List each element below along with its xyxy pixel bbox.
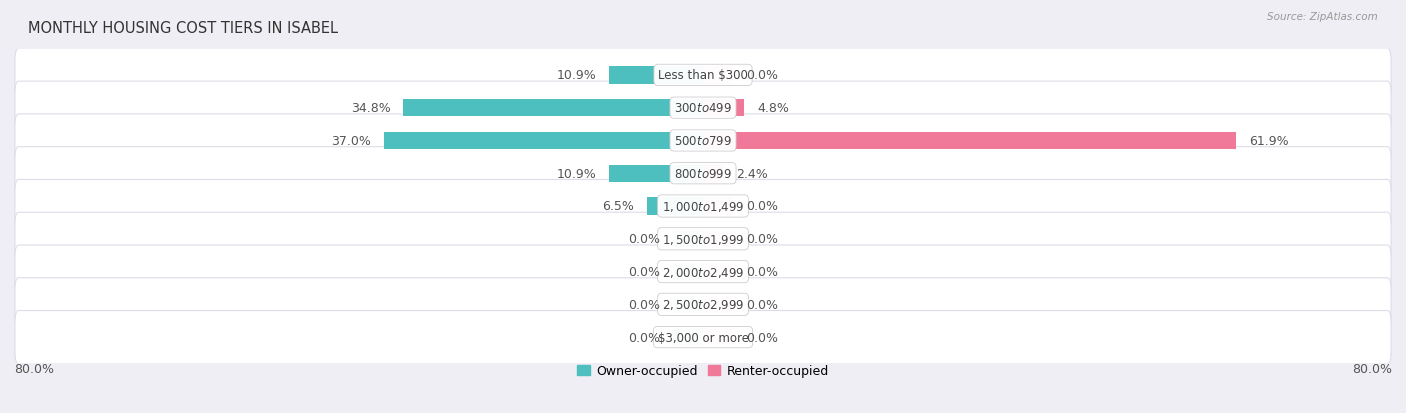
Bar [703, 230, 733, 248]
Bar [703, 263, 733, 280]
FancyBboxPatch shape [15, 245, 1391, 298]
Text: 6.5%: 6.5% [602, 200, 634, 213]
Text: 10.9%: 10.9% [557, 69, 596, 82]
FancyBboxPatch shape [15, 213, 1391, 266]
Text: 0.0%: 0.0% [628, 266, 659, 278]
Text: 0.0%: 0.0% [747, 233, 778, 246]
Bar [703, 165, 724, 183]
Text: 80.0%: 80.0% [14, 362, 53, 375]
Bar [673, 263, 703, 280]
Text: 0.0%: 0.0% [747, 200, 778, 213]
Bar [673, 230, 703, 248]
Bar [703, 100, 744, 117]
Bar [384, 133, 703, 150]
Text: 2.4%: 2.4% [737, 167, 768, 180]
Text: 0.0%: 0.0% [747, 69, 778, 82]
Text: $2,500 to $2,999: $2,500 to $2,999 [662, 298, 744, 311]
Text: $500 to $799: $500 to $799 [673, 135, 733, 147]
FancyBboxPatch shape [15, 115, 1391, 168]
Text: 10.9%: 10.9% [557, 167, 596, 180]
Bar [703, 198, 733, 215]
FancyBboxPatch shape [15, 311, 1391, 364]
Bar [609, 67, 703, 84]
Text: $300 to $499: $300 to $499 [673, 102, 733, 115]
Bar [673, 296, 703, 313]
Bar [673, 329, 703, 346]
Text: 0.0%: 0.0% [628, 233, 659, 246]
Text: $1,000 to $1,499: $1,000 to $1,499 [662, 199, 744, 214]
Text: 4.8%: 4.8% [758, 102, 789, 115]
Legend: Owner-occupied, Renter-occupied: Owner-occupied, Renter-occupied [572, 359, 834, 382]
Text: 0.0%: 0.0% [628, 298, 659, 311]
FancyBboxPatch shape [15, 278, 1391, 331]
Bar [703, 133, 1236, 150]
Bar [703, 67, 733, 84]
Bar [703, 296, 733, 313]
Text: 0.0%: 0.0% [747, 331, 778, 344]
Text: $3,000 or more: $3,000 or more [658, 331, 748, 344]
Text: $1,500 to $1,999: $1,500 to $1,999 [662, 232, 744, 246]
Text: 0.0%: 0.0% [747, 266, 778, 278]
FancyBboxPatch shape [15, 180, 1391, 233]
Text: $2,000 to $2,499: $2,000 to $2,499 [662, 265, 744, 279]
Text: Less than $300: Less than $300 [658, 69, 748, 82]
Bar [703, 329, 733, 346]
FancyBboxPatch shape [15, 49, 1391, 102]
Text: 61.9%: 61.9% [1249, 135, 1289, 147]
Text: 80.0%: 80.0% [1353, 362, 1392, 375]
Text: 0.0%: 0.0% [628, 331, 659, 344]
Text: 0.0%: 0.0% [747, 298, 778, 311]
Text: $800 to $999: $800 to $999 [673, 167, 733, 180]
FancyBboxPatch shape [15, 147, 1391, 200]
Text: 37.0%: 37.0% [332, 135, 371, 147]
Text: 34.8%: 34.8% [350, 102, 391, 115]
Bar [647, 198, 703, 215]
FancyBboxPatch shape [15, 82, 1391, 135]
Text: Source: ZipAtlas.com: Source: ZipAtlas.com [1267, 12, 1378, 22]
Text: MONTHLY HOUSING COST TIERS IN ISABEL: MONTHLY HOUSING COST TIERS IN ISABEL [28, 21, 337, 36]
Bar [609, 165, 703, 183]
Bar [404, 100, 703, 117]
